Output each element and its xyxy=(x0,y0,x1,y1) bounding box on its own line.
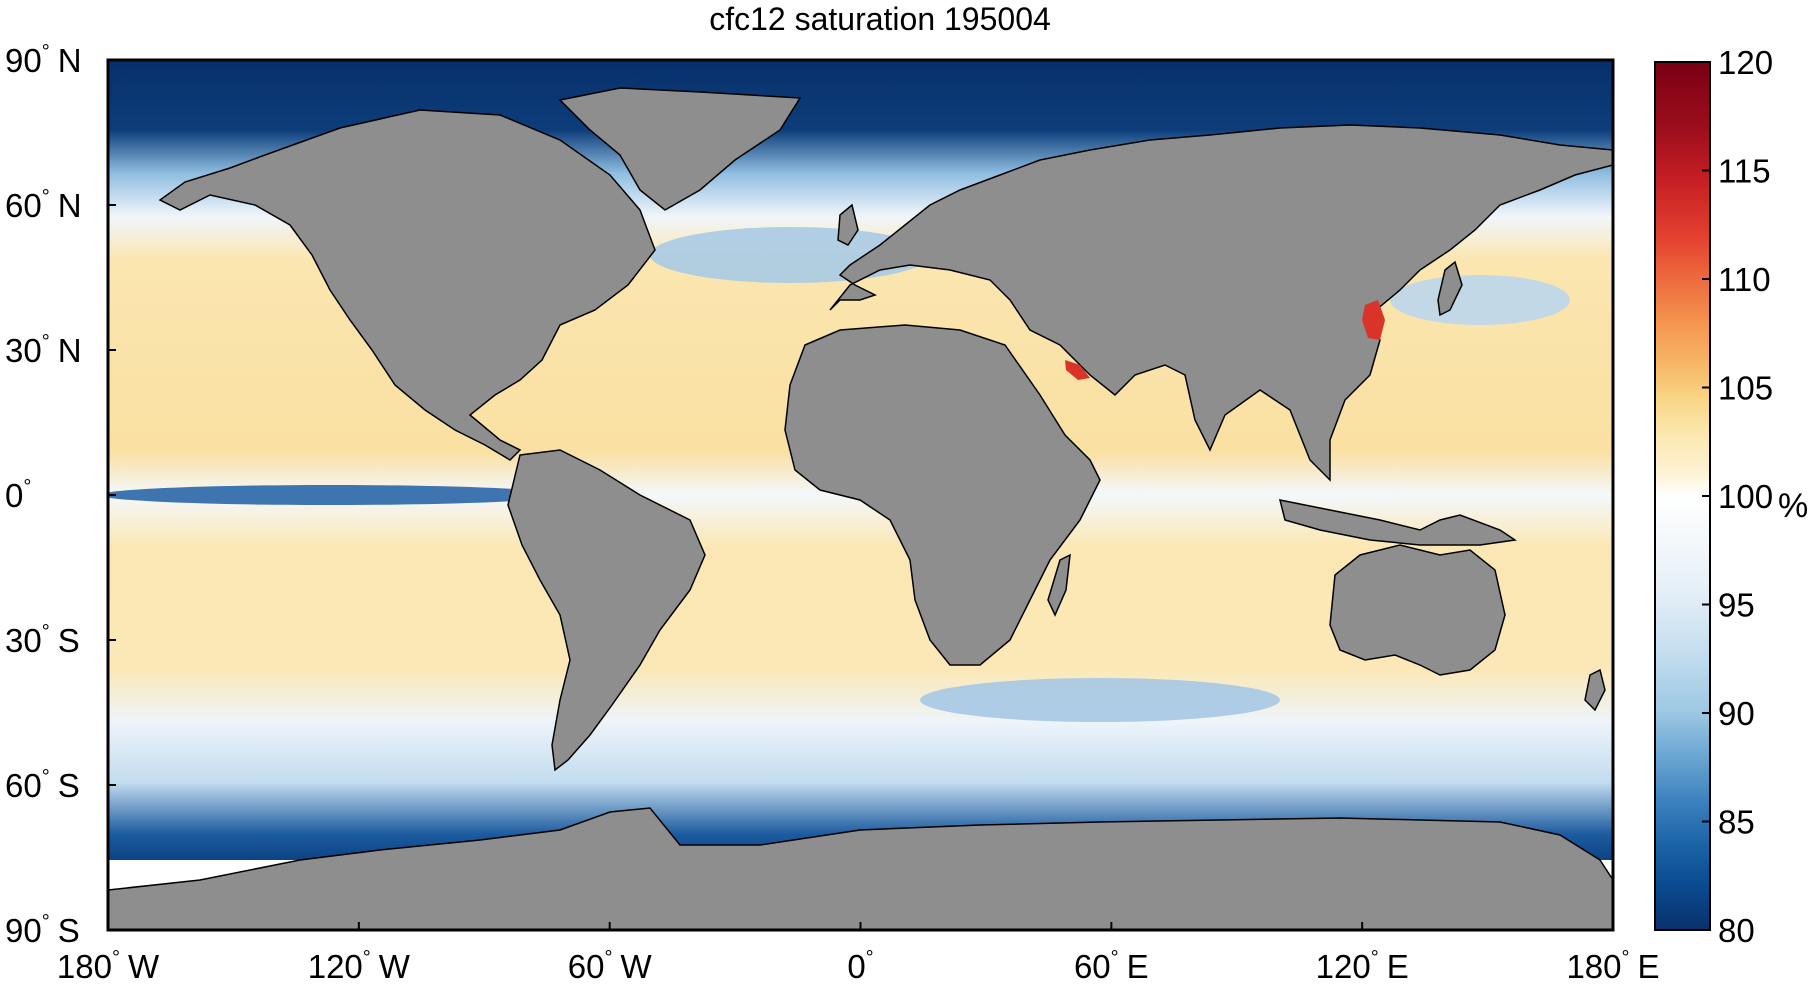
x-tick-label: 120° E xyxy=(1316,947,1409,984)
colorbar-tick-label: 105 xyxy=(1718,370,1773,407)
y-tick-label: 90° N xyxy=(5,41,82,79)
colorbar-tick-label: 110 xyxy=(1718,261,1771,298)
degree-sign: ° xyxy=(363,947,371,969)
x-tick-label: 60° E xyxy=(1074,947,1149,984)
land-new-zealand xyxy=(1584,668,1606,712)
x-axis-ticks: 180° W 120° W 60° W 0° 60° E 120° E 180° E xyxy=(57,922,1660,984)
y-tick-label: 30° S xyxy=(5,621,80,659)
colorbar-tick-label: 100 xyxy=(1718,478,1773,515)
x-tick-label: 60° W xyxy=(568,947,653,984)
hotspot-yellow-sea xyxy=(1362,300,1385,340)
colorbar-ticks: 80 85 90 95 100 105 110 115 120 xyxy=(1702,44,1773,949)
degree-sign: ° xyxy=(1371,947,1379,969)
y-axis-ticks: 90° N 60° N 30° N 0° 30° S 60° S 90° S xyxy=(5,41,116,949)
map-panel xyxy=(108,60,1613,930)
degree-sign: ° xyxy=(1111,947,1119,969)
land-masses xyxy=(108,87,1613,930)
degree-sign: ° xyxy=(112,947,120,969)
land-indonesia xyxy=(1278,499,1518,546)
ocean-anomalies xyxy=(108,227,1570,722)
colorbar-unit: % xyxy=(1778,487,1808,525)
degree-sign: ° xyxy=(866,947,874,969)
degree-sign: ° xyxy=(1622,947,1630,969)
colorbar-tick-label: 85 xyxy=(1718,804,1755,841)
hotspot-persian-gulf xyxy=(1065,360,1090,380)
degree-sign: ° xyxy=(42,766,50,788)
y-tick-label: 30° N xyxy=(5,331,82,369)
colorbar-strip xyxy=(1654,61,1711,931)
land-south-america xyxy=(507,449,706,772)
land-antarctica xyxy=(108,807,1613,930)
colorbar: 80 85 90 95 100 105 110 115 120 % xyxy=(1654,44,1808,949)
y-tick-label: 0° xyxy=(5,476,31,514)
equatorial-pacific-cold-tongue xyxy=(108,485,560,505)
land-british-isles xyxy=(837,203,859,246)
land-eurasia xyxy=(829,124,1613,482)
colorbar-tick-label: 95 xyxy=(1718,587,1755,624)
kuroshio-cold-patch xyxy=(1390,275,1570,325)
degree-sign: ° xyxy=(42,911,50,933)
colorbar-tick-label: 90 xyxy=(1718,695,1755,732)
land-australia xyxy=(1329,544,1506,676)
x-tick-label: 180° W xyxy=(57,947,160,984)
degree-sign: ° xyxy=(42,186,50,208)
colorbar-tick-label: 120 xyxy=(1718,44,1773,81)
degree-sign: ° xyxy=(23,476,31,498)
figure-title: cfc12 saturation 195004 xyxy=(709,1,1051,37)
x-tick-label: 180° E xyxy=(1566,947,1659,984)
hotspots xyxy=(1065,300,1385,380)
x-tick-label: 0° xyxy=(847,947,873,984)
y-tick-label: 90° S xyxy=(5,911,80,949)
x-tick-label: 120° W xyxy=(308,947,411,984)
land-north-america xyxy=(158,109,656,461)
degree-sign: ° xyxy=(42,331,50,353)
y-tick-label: 60° N xyxy=(5,186,82,224)
land-greenland xyxy=(558,87,802,211)
land-madagascar xyxy=(1047,553,1071,617)
land-africa xyxy=(784,324,1101,666)
land-japan xyxy=(1437,260,1463,317)
degree-sign: ° xyxy=(604,947,612,969)
degree-sign: ° xyxy=(42,621,50,643)
colorbar-tick-label: 115 xyxy=(1718,153,1771,190)
southern-ocean-cold-patch xyxy=(920,678,1280,722)
y-tick-label: 60° S xyxy=(5,766,80,804)
colorbar-tick-label: 80 xyxy=(1718,912,1755,949)
degree-sign: ° xyxy=(42,41,50,63)
